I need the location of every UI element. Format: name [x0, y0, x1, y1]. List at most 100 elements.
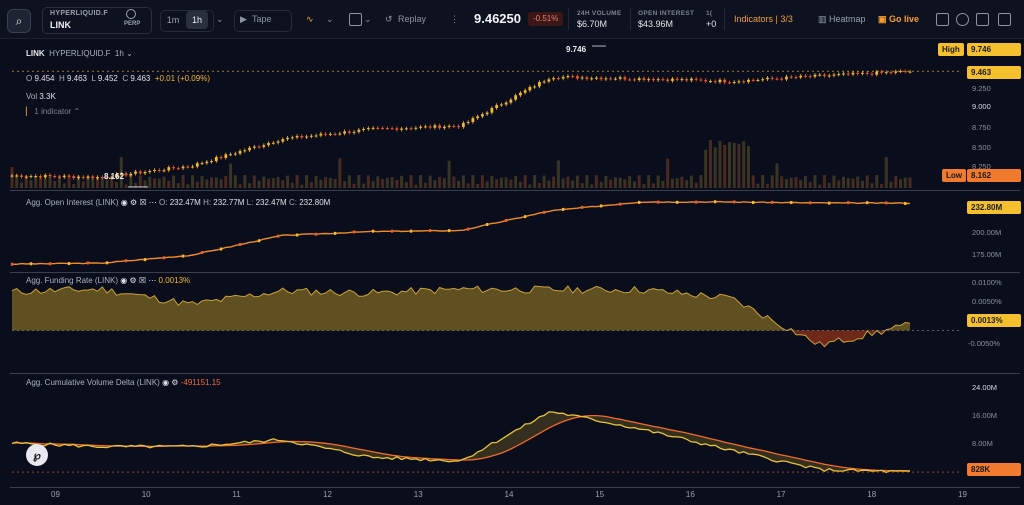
volume-bar — [276, 176, 280, 188]
chevron-down-icon[interactable]: ⌄ — [364, 14, 372, 24]
oi-candle — [238, 243, 242, 247]
more-icon[interactable]: ⋯ — [148, 276, 157, 285]
indicators-button[interactable]: Indicators | 3/3 — [734, 14, 793, 24]
chevron-up-icon[interactable]: ⌃ — [73, 107, 81, 116]
volume-bar — [813, 175, 817, 188]
volume-bar — [632, 181, 636, 188]
candle-body — [633, 79, 636, 81]
volume-bar — [827, 182, 831, 188]
replay-icon[interactable]: ↺ — [385, 14, 393, 24]
oi-candle — [257, 239, 261, 243]
pane-divider[interactable] — [10, 190, 1020, 191]
candle-body — [210, 161, 213, 163]
volume-bar — [495, 179, 499, 188]
price-tick: 8.250 — [972, 162, 991, 171]
more-icon[interactable]: ⋮ — [450, 14, 459, 24]
volume-bar — [167, 180, 171, 188]
tape-icon: ▶ — [240, 14, 247, 24]
volume-bar — [471, 175, 475, 188]
cvd-series-line — [11, 411, 910, 474]
settings-icon[interactable]: ⚙ — [171, 378, 179, 387]
cvd-legend[interactable]: Agg. Cumulative Volume Delta (LINK) ◉ ⚙ … — [26, 378, 221, 387]
layers-icon[interactable] — [956, 13, 969, 26]
candle-body — [319, 133, 323, 136]
low-badge-value: 8.162 — [967, 169, 1021, 182]
volume-bar — [571, 180, 575, 188]
timeframe-1h[interactable]: 1h — [186, 11, 208, 29]
fullscreen-icon[interactable] — [998, 13, 1011, 26]
volume-bar — [58, 175, 62, 188]
volume-bar — [575, 175, 579, 188]
indicator-toggle[interactable]: ▏ 1 indicator ⌃ — [26, 107, 80, 116]
candle-body — [390, 128, 394, 130]
candle-body — [842, 73, 845, 75]
settings-icon[interactable]: ⚙ — [129, 198, 138, 207]
layout-icon[interactable] — [349, 13, 362, 26]
candle-body — [271, 142, 275, 144]
volume-bar — [438, 176, 442, 188]
oi-candle — [276, 234, 280, 238]
globe-icon — [126, 9, 136, 19]
settings-icon[interactable] — [936, 13, 949, 26]
chart-type-icon[interactable]: ∿ — [306, 14, 314, 24]
volume-bar — [552, 176, 556, 188]
price-legend-title[interactable]: LINK HYPERLIQUID.F 1h ⌄ — [26, 49, 133, 58]
candle-body — [214, 157, 218, 162]
eye-icon[interactable]: ◉ — [162, 378, 170, 387]
eye-icon[interactable]: ◉ — [120, 198, 128, 207]
candle-body — [371, 127, 375, 129]
settings-icon[interactable]: ⚙ — [129, 276, 137, 285]
go-live-button[interactable]: ▣ Go live — [878, 14, 919, 25]
eye-icon[interactable]: ◉ — [120, 276, 128, 285]
oi-legend[interactable]: Agg. Open Interest (LINK) ◉ ⚙ ☒ ⋯ O: 232… — [26, 198, 330, 207]
symbol-selector[interactable] — [42, 7, 152, 34]
candle-body — [476, 116, 480, 119]
extra-stat-value: +0 — [706, 19, 717, 29]
funding-tick: -0.0050% — [968, 339, 1001, 348]
candle-body — [875, 71, 879, 75]
chart-area[interactable] — [0, 38, 1024, 505]
cvd-tick: 24.00M — [972, 383, 998, 392]
replay-label[interactable]: Replay — [398, 14, 427, 24]
timeframe-1m[interactable]: 1m — [166, 15, 180, 25]
more-icon[interactable]: ⋯ — [148, 198, 157, 207]
oi-candle — [885, 201, 888, 205]
volume-bar — [129, 175, 133, 188]
chevron-down-icon[interactable]: ⌄ — [326, 14, 334, 24]
oi-candle — [466, 227, 470, 231]
x-axis-tick: 16 — [685, 490, 695, 499]
volume-bar — [499, 177, 503, 188]
volume-bar — [248, 183, 252, 188]
close-icon[interactable]: ☒ — [138, 276, 147, 285]
candle-body — [628, 79, 632, 81]
volume-bar — [832, 175, 836, 188]
volume-bar — [205, 179, 209, 188]
tv-logo-icon[interactable]: ℘ — [26, 444, 48, 466]
candle-body — [77, 176, 80, 179]
funding-legend[interactable]: Agg. Funding Rate (LINK) ◉ ⚙ ☒ ⋯ 0.0013% — [26, 276, 190, 285]
heatmap-button[interactable]: ▥ Heatmap — [818, 14, 866, 25]
candle-body — [442, 126, 446, 129]
candle-body — [780, 78, 784, 80]
candle-body — [229, 154, 232, 156]
candle-body — [105, 177, 109, 179]
pane-divider[interactable] — [10, 373, 1020, 374]
camera-icon[interactable] — [976, 13, 989, 26]
close-icon[interactable]: ☒ — [139, 198, 147, 207]
oi-candle — [866, 201, 869, 205]
pane-divider[interactable] — [10, 272, 1020, 273]
volume-bar — [689, 175, 693, 188]
volume-bar — [333, 179, 337, 188]
volume-bar — [594, 175, 598, 188]
volume-bar — [267, 178, 271, 188]
volume-bar — [295, 175, 299, 188]
tape-button[interactable] — [234, 10, 292, 32]
oi-title: Agg. Open Interest (LINK) — [26, 198, 119, 207]
chevron-down-icon[interactable]: ⌄ — [126, 49, 133, 58]
search-icon[interactable]: ⌕ — [7, 9, 31, 33]
volume-bar — [81, 181, 85, 188]
candle-body — [856, 72, 860, 74]
volume-bar — [43, 178, 47, 188]
chevron-down-icon[interactable]: ⌄ — [216, 14, 224, 24]
volume-bar — [789, 177, 793, 188]
